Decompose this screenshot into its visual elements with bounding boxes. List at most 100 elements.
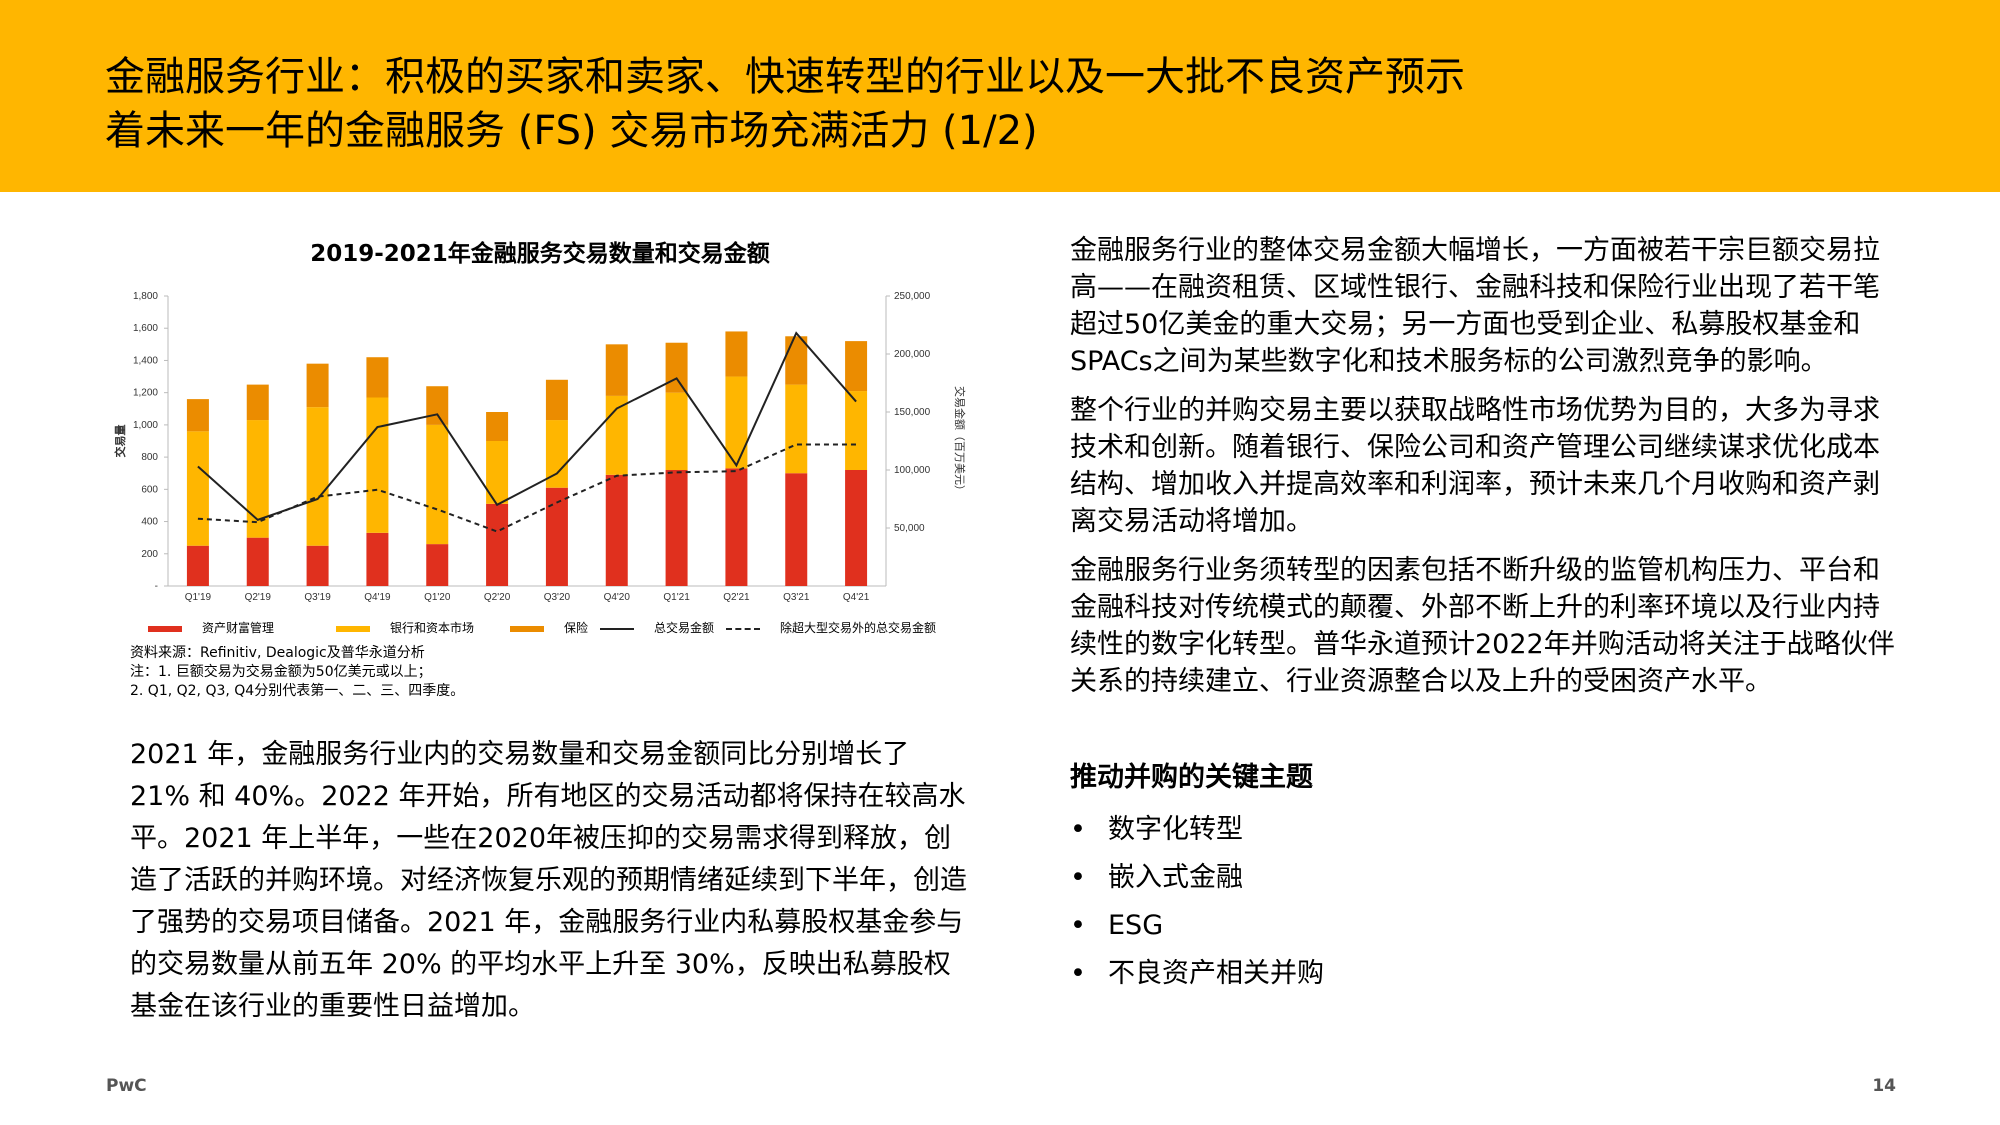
chart-notes: 资料来源：Refinitiv, Dealogic及普华永道分析 注：1. 巨额交… (130, 644, 830, 701)
bar-segment-2 (725, 376, 748, 469)
total-value-line (197, 331, 857, 522)
legend-swatch-banking (336, 626, 370, 632)
x-tick-label: Q4'21 (843, 592, 870, 603)
bar-segment-3 (426, 386, 449, 425)
y-tick-label: - (155, 581, 158, 592)
bar-segment-2 (486, 441, 509, 504)
x-tick-label: Q4'20 (604, 592, 631, 603)
page-number: 14 (1872, 1076, 1896, 1096)
bar-segment-3 (605, 344, 628, 396)
slide-title-line-2: 着未来一年的金融服务 (FS) 交易市场充满活力 (1/2) (105, 108, 1038, 154)
bar-segment-3 (306, 363, 329, 408)
x-tick-label: Q1'20 (424, 592, 451, 603)
bar-segment-2 (426, 424, 449, 545)
y-tick-label: 1,600 (133, 323, 158, 334)
bar-segment-2 (186, 431, 209, 546)
bar-segment-3 (845, 341, 868, 392)
y-tick-label: 1,400 (133, 355, 158, 366)
theme-item: • 数字化转型 (1070, 806, 1900, 854)
bar-segment-1 (665, 470, 688, 586)
key-themes-list: • 数字化转型 • 嵌入式金融 • ESG • 不良资产相关并购 (1070, 806, 1900, 998)
bar-segment-2 (246, 420, 269, 538)
legend-swatch-insurance (510, 626, 544, 632)
bar-segment-1 (605, 474, 628, 586)
bar-segment-2 (665, 392, 688, 470)
x-tick-label: Q4'19 (364, 592, 391, 603)
footnote-1: 注：1. 巨额交易为交易金额为50亿美元或以上； (130, 664, 432, 680)
y2-tick-label: 200,000 (894, 349, 931, 360)
x-tick-label: Q2'21 (723, 592, 750, 603)
y2-axis-title: 交易金额（百万美元） (953, 386, 967, 496)
y-tick-label: 400 (141, 517, 158, 528)
bar-segment-3 (366, 357, 389, 398)
left-body-text: 2021 年，金融服务行业内的交易数量和交易金额同比分别增长了 21% 和 40… (130, 739, 967, 1022)
x-tick-label: Q3'21 (783, 592, 810, 603)
bar-segment-3 (785, 336, 808, 385)
bar-segment-2 (366, 397, 389, 533)
y-tick-label: 1,800 (133, 291, 158, 302)
x-tick-label: Q2'19 (245, 592, 272, 603)
ex-mega-value-line (197, 443, 857, 533)
slide-title-line-1: 金融服务行业：积极的买家和卖家、快速转型的行业以及一大批不良资产预示 (105, 54, 1465, 100)
legend-dash-ex-mega-value (726, 628, 760, 630)
theme-label: 数字化转型 (1108, 814, 1243, 845)
bar-segment-2 (845, 391, 868, 470)
y-tick-label: 800 (141, 452, 158, 463)
key-themes-title: 推动并购的关键主题 (1070, 762, 1313, 793)
theme-item: • 不良资产相关并购 (1070, 950, 1900, 998)
bar-segment-3 (186, 399, 209, 432)
footer-brand: PwC (106, 1076, 147, 1096)
theme-label: 不良资产相关并购 (1108, 958, 1324, 989)
footnote-2: 2. Q1, Q2, Q3, Q4分别代表第一、二、三、四季度。 (130, 683, 465, 699)
bar-segment-3 (246, 384, 269, 421)
x-tick-label: Q1'21 (663, 592, 690, 603)
bar-segment-1 (246, 537, 269, 586)
bar-segment-3 (545, 379, 568, 421)
x-tick-label: Q3'19 (304, 592, 331, 603)
y2-tick-label: 50,000 (894, 523, 925, 534)
legend-swatch-asset-wealth (148, 626, 182, 632)
bullet-icon: • (1070, 958, 1086, 989)
bar-segment-1 (486, 503, 509, 586)
bar-segment-1 (785, 473, 808, 586)
bar-segment-2 (306, 407, 329, 546)
bar-segment-2 (545, 420, 568, 488)
theme-label: 嵌入式金融 (1108, 862, 1243, 893)
x-tick-label: Q3'20 (544, 592, 571, 603)
legend-label-ex-mega-value: 除超大型交易外的总交易金额 (780, 621, 937, 635)
bar-segment-1 (725, 468, 748, 586)
chart-legend: 资产财富管理 银行和资本市场 保险 总交易金额 除超大型交易外的总交易金额 (148, 618, 1008, 640)
y-tick-label: 600 (141, 484, 158, 495)
source-note: 资料来源：Refinitiv, Dealogic及普华永道分析 (130, 645, 425, 661)
right-paragraph-2: 整个行业的并购交易主要以获取战略性市场优势为目的，大多为寻求技术和创新。随着银行… (1070, 395, 1880, 537)
bullet-icon: • (1070, 910, 1086, 941)
legend-label-banking: 银行和资本市场 (390, 621, 475, 635)
chart-title: 2019-2021年金融服务交易数量和交易金额 (310, 241, 770, 267)
x-tick-label: Q2'20 (484, 592, 511, 603)
slide-title: 金融服务行业：积极的买家和卖家、快速转型的行业以及一大批不良资产预示 着未来一年… (105, 50, 1865, 158)
theme-item: • ESG (1070, 902, 1900, 950)
bar-segment-3 (665, 342, 688, 393)
y2-tick-label: 150,000 (894, 407, 931, 418)
bar-segment-1 (366, 532, 389, 586)
bullet-icon: • (1070, 862, 1086, 893)
right-column: 金融服务行业的整体交易金额大幅增长，一方面被若干宗巨额交易拉高——在融资租赁、区… (1070, 232, 1900, 998)
bar-segment-2 (785, 384, 808, 474)
y-tick-label: 1,000 (133, 420, 158, 431)
y-tick-label: 200 (141, 549, 158, 560)
y2-tick-label: 250,000 (894, 291, 931, 302)
legend-label-total-value: 总交易金额 (654, 621, 715, 635)
bar-segment-1 (426, 544, 449, 586)
right-paragraph-1: 金融服务行业的整体交易金额大幅增长，一方面被若干宗巨额交易拉高——在融资租赁、区… (1070, 235, 1880, 377)
legend-line-total-value (600, 628, 634, 630)
y-tick-label: 1,200 (133, 388, 158, 399)
bar-segment-3 (486, 412, 509, 441)
title-banner: 金融服务行业：积极的买家和卖家、快速转型的行业以及一大批不良资产预示 着未来一年… (0, 0, 2000, 192)
y2-tick-label: 100,000 (894, 465, 931, 476)
bar-segment-1 (845, 470, 868, 586)
bar-segment-3 (725, 331, 748, 377)
bar-segment-1 (186, 545, 209, 586)
theme-label: ESG (1108, 910, 1164, 941)
bar-segment-1 (306, 545, 329, 586)
bullet-icon: • (1070, 814, 1086, 845)
